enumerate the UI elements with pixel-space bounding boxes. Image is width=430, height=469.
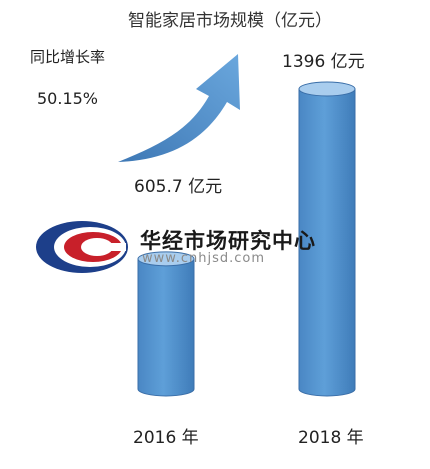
bar-body (298, 88, 356, 397)
growth-rate-label: 同比增长率 (30, 48, 106, 66)
growth-arrow (118, 54, 240, 162)
x-tick-label-2016: 2016 年 (133, 428, 199, 448)
watermark-logo-icon (36, 221, 128, 273)
watermark-name: 华经市场研究中心 (140, 229, 316, 253)
bar-2018 (298, 81, 356, 397)
chart-title: 智能家居市场规模（亿元） (128, 11, 332, 31)
bar-body (137, 258, 195, 397)
bar-value-label-2018: 1396 亿元 (282, 52, 365, 72)
bar-top (137, 251, 195, 267)
bar-2016 (137, 251, 195, 397)
x-tick-label-2018: 2018 年 (298, 428, 364, 448)
bar-value-label-2016: 605.7 亿元 (134, 177, 223, 197)
bar-top (298, 81, 356, 97)
watermark-url: www.cnhjsd.com (142, 251, 265, 266)
growth-rate-value: 50.15% (37, 89, 99, 108)
